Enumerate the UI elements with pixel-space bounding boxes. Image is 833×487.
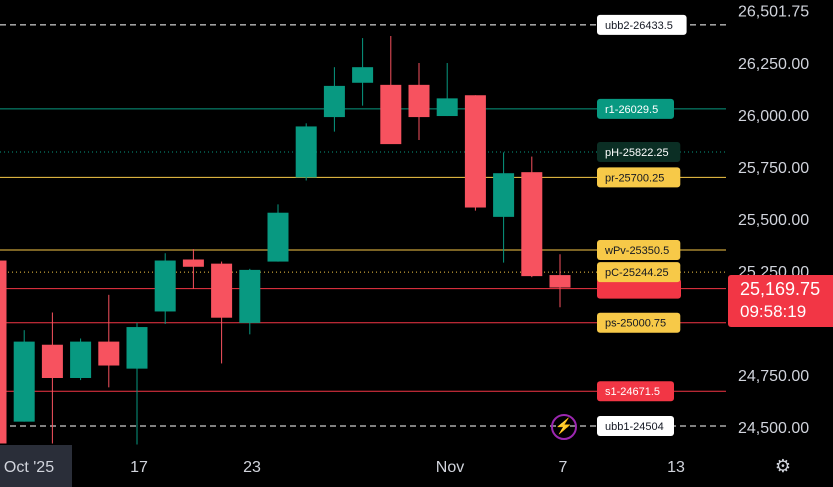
level-label: pC-25244.25 (605, 267, 669, 279)
candle-body (352, 67, 374, 83)
level-label: pr-25700.25 (605, 172, 664, 184)
level-label-bg (597, 312, 681, 333)
candle-body (295, 126, 317, 178)
price-axis[interactable]: 24,500.0024,750.0025,250.0025,500.0025,7… (738, 4, 809, 437)
candle-body (521, 172, 543, 277)
level-label-bg (597, 416, 674, 437)
candle-body (549, 275, 571, 288)
candle-body (126, 327, 148, 369)
candles (0, 35, 571, 445)
time-tick-label: 13 (667, 459, 685, 476)
level-label-bg (597, 141, 681, 162)
time-tick-label: 17 (130, 459, 148, 476)
level-label-bg (597, 240, 681, 261)
candle-body (323, 85, 345, 118)
candle-body (464, 95, 486, 208)
candle-body (493, 173, 515, 217)
candle-body (13, 341, 35, 422)
level-label: ubb1-24504 (605, 421, 664, 433)
gear-icon[interactable]: ⚙ (774, 456, 792, 476)
level-label-bg (597, 14, 687, 35)
level-label: ubb2-26433.5 (605, 20, 673, 32)
candle-body (154, 260, 176, 312)
level-label: pH-25822.25 (605, 147, 669, 159)
candle-body (408, 84, 430, 118)
price-tick-label: 26,000.00 (738, 108, 809, 125)
time-tick-label: 7 (559, 459, 568, 476)
price-tick-label: 25,750.00 (738, 160, 809, 177)
price-tick-label: 24,750.00 (738, 368, 809, 385)
level-label-hidden (597, 278, 681, 299)
bar-countdown: 09:58:19 (740, 302, 807, 321)
time-tick-label: Nov (436, 459, 464, 476)
candle-body (239, 269, 261, 323)
candle-body (41, 344, 63, 378)
candle-body (267, 212, 289, 262)
price-tick-label: 24,500.00 (738, 420, 809, 437)
price-tick-label: 25,500.00 (738, 212, 809, 229)
level-label-bg (597, 167, 681, 188)
level-labels: ubb2-26433.5 r1-26029.5 pH-25822.25 pr-2570… (597, 14, 687, 437)
price-tick-label: 26,501.75 (738, 4, 809, 21)
candle-body (380, 84, 402, 145)
level-label: ps-25000.75 (605, 318, 666, 330)
candle-body (211, 263, 233, 318)
level-label-bg (597, 381, 674, 402)
time-axis-highlight (0, 445, 72, 487)
candle-body (70, 341, 92, 378)
candle-body (182, 259, 204, 267)
last-price-label: 25,169.75 09:58:19 (728, 275, 833, 327)
level-label-bg (597, 262, 681, 283)
candle-body (0, 260, 7, 444)
level-label: r1-26029.5 (605, 104, 658, 116)
level-label: s1-24671.5 (605, 386, 660, 398)
level-label-bg (597, 98, 674, 119)
level-label: wPv-25350.5 (604, 245, 669, 257)
price-tick-label: 26,250.00 (738, 56, 809, 73)
time-tick-label: Oct '25 (4, 459, 54, 476)
last-price: 25,169.75 (740, 279, 821, 299)
time-tick-label: 23 (243, 459, 261, 476)
candle-body (436, 98, 458, 117)
time-axis[interactable]: Oct '25 17 23 Nov 7 13 (0, 445, 685, 487)
lightning-icon[interactable]: ⚡ (551, 414, 577, 440)
candle-body (98, 341, 120, 366)
